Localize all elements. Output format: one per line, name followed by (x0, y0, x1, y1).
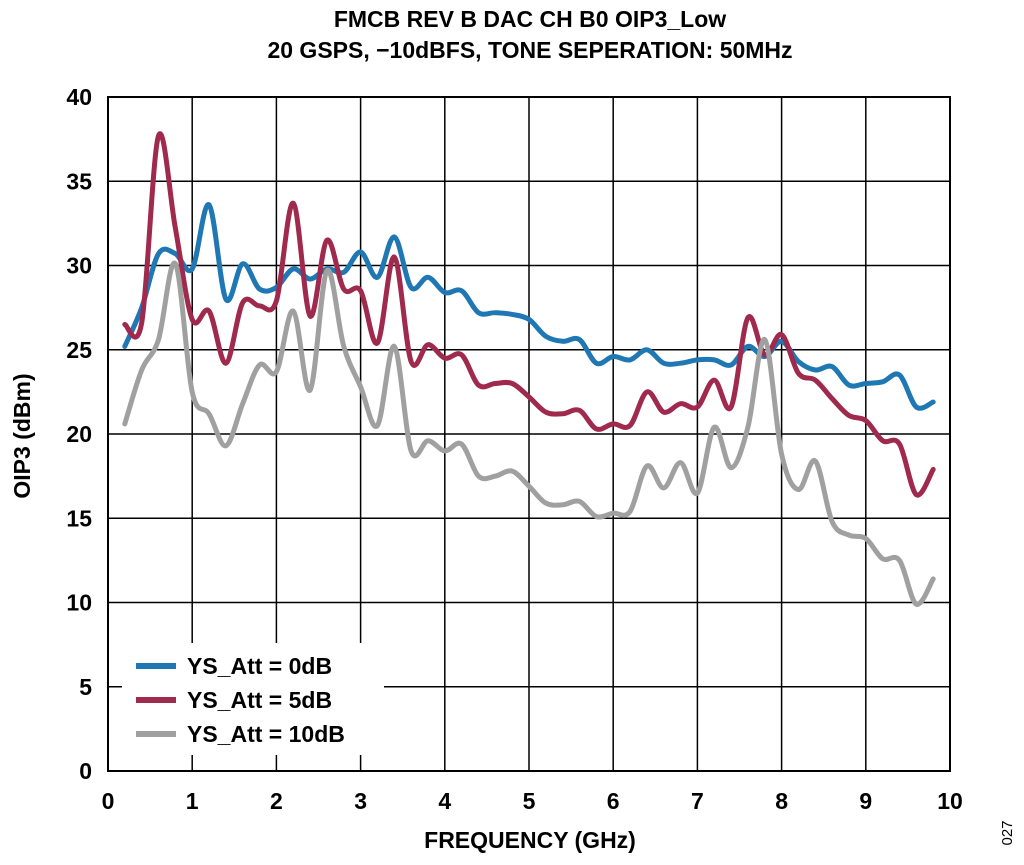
x-tick-label: 4 (438, 788, 451, 814)
y-tick-label: 10 (66, 590, 92, 616)
series-lines (122, 131, 936, 607)
y-tick-label: 25 (66, 337, 92, 363)
series-line-2 (122, 260, 936, 607)
x-tick-label: 3 (354, 788, 367, 814)
x-tick-label: 5 (523, 788, 536, 814)
y-tick-label: 30 (66, 253, 92, 279)
chart-subtitle: 20 GSPS, −10dBFS, TONE SEPERATION: 50MHz (267, 37, 792, 63)
y-tick-label: 35 (66, 168, 92, 194)
series-line-1 (122, 131, 936, 498)
x-tick-label: 1 (186, 788, 199, 814)
x-tick-label: 9 (859, 788, 872, 814)
legend-label: YS_Att = 0dB (187, 653, 332, 679)
series-line-0 (122, 202, 936, 411)
y-tick-label: 0 (79, 758, 92, 784)
figure-id: 027 (999, 820, 1016, 845)
legend-label: YS_Att = 5dB (187, 687, 332, 713)
plot-frame (107, 96, 951, 772)
grid (107, 96, 951, 772)
y-tick-label: 20 (66, 421, 92, 447)
legend-label: YS_Att = 10dB (187, 721, 345, 747)
legend: YS_Att = 0dB YS_Att = 5dB YS_Att = 10dB (122, 643, 384, 755)
chart-title: FMCB REV B DAC CH B0 OIP3_Low (334, 6, 726, 32)
x-tick-label: 7 (691, 788, 704, 814)
x-axis-label: FREQUENCY (GHz) (424, 827, 636, 853)
y-tick-label: 5 (79, 674, 92, 700)
y-axis-label: OIP3 (dBm) (9, 373, 35, 498)
y-tick-label: 40 (66, 84, 92, 110)
x-tick-label: 0 (102, 788, 115, 814)
x-tick-label: 2 (270, 788, 283, 814)
x-tick-label: 10 (937, 788, 963, 814)
x-tick-label: 6 (607, 788, 620, 814)
y-tick-label: 15 (66, 505, 92, 531)
x-tick-label: 8 (775, 788, 788, 814)
tick-labels: 0 1 2 3 4 5 6 7 8 9 10 0 5 10 15 20 25 30 35 40 (66, 84, 962, 814)
